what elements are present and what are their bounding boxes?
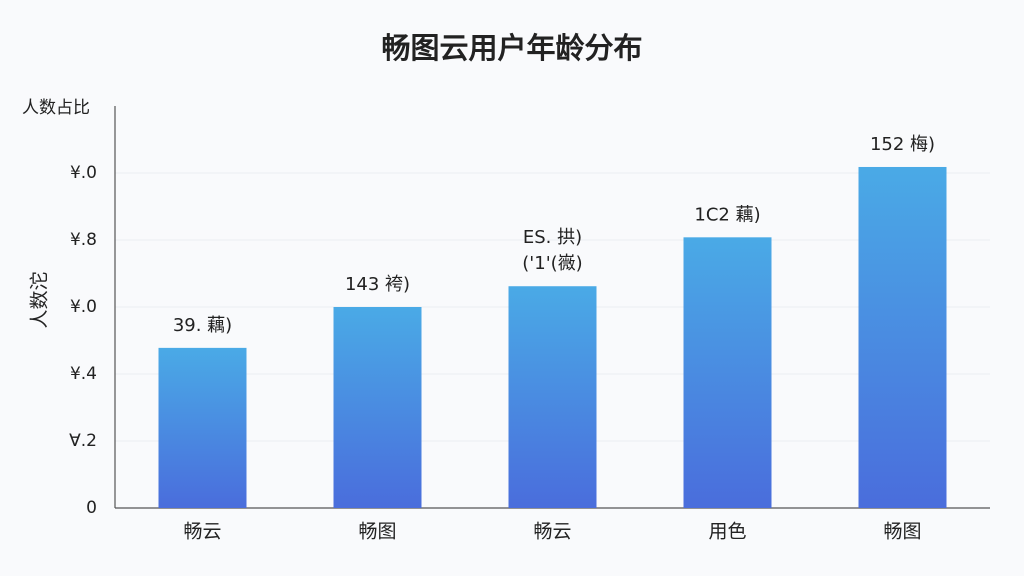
x-tick-label: 畅图: [358, 521, 396, 543]
bar: [508, 286, 597, 508]
bar-label: 39. 藕): [173, 315, 232, 336]
bar: [333, 307, 422, 508]
x-tick-label: 畅图: [883, 521, 921, 543]
y-tick-label: 0: [86, 498, 97, 518]
y-tick-label: Ɐ.2: [69, 431, 97, 451]
x-tick-label: 畅云: [533, 521, 571, 543]
x-tick-label: 用色: [708, 521, 746, 543]
y-tick-label: ¥.0: [70, 163, 97, 183]
bar-label: 143 袴): [345, 274, 410, 295]
bar-label: 1C2 藕): [694, 204, 760, 225]
bar: [683, 237, 772, 508]
bar-label: 152 梅): [870, 134, 935, 155]
y-axis-title: 人数沱: [29, 271, 51, 328]
y-tick-label: ¥.8: [70, 230, 97, 250]
x-tick-label: 畅云: [183, 521, 221, 543]
bar-label: ('1'(嶶): [522, 253, 582, 274]
bar: [858, 166, 947, 508]
y-tick-label: ¥.4: [70, 364, 97, 384]
y-axis-title-top: 人数占比: [22, 98, 90, 118]
y-tick-label: ¥.0: [70, 297, 97, 317]
bar-label: ES. 拱): [523, 227, 582, 248]
bar: [158, 347, 247, 508]
chart-title: 畅图云用户年龄分布: [381, 31, 642, 65]
